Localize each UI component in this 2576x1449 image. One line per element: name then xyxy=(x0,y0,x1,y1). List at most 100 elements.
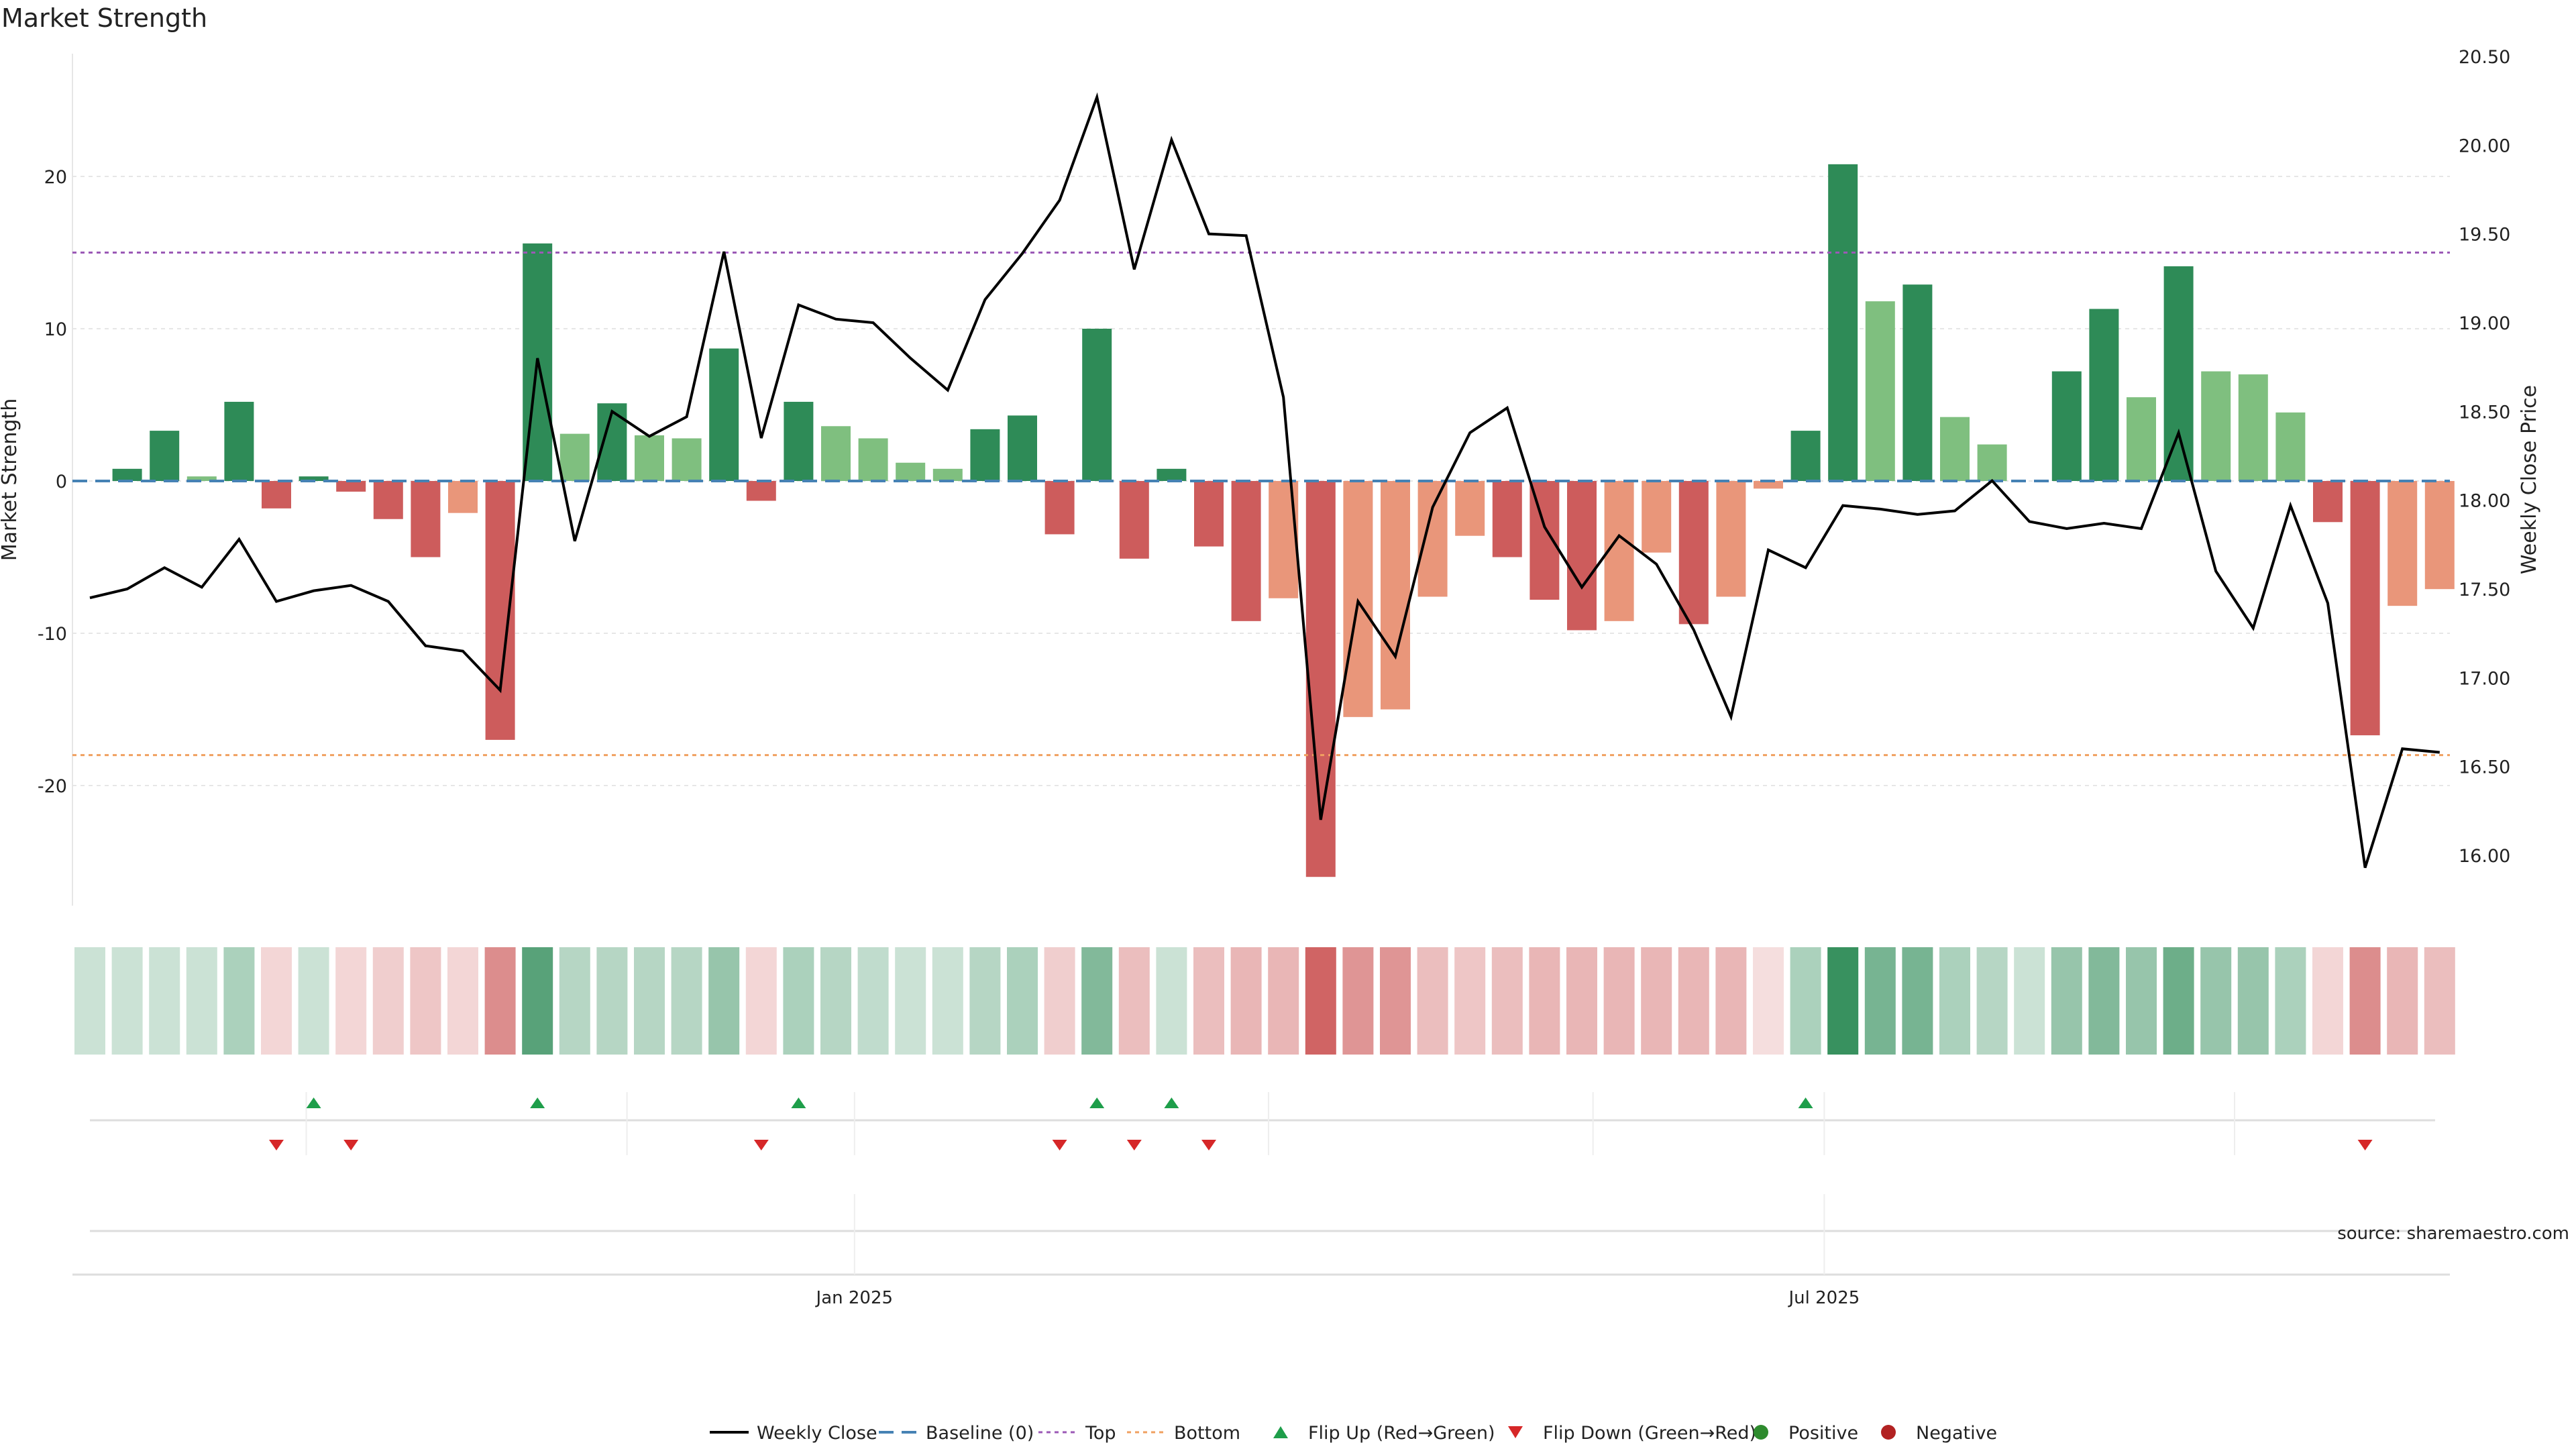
strength-bar xyxy=(1642,481,1672,553)
x-tick-label: Jul 2025 xyxy=(1787,1288,1860,1308)
heatmap-cell xyxy=(745,947,777,1055)
strength-bar xyxy=(784,401,814,481)
strength-bar xyxy=(262,481,291,508)
x-tick-label: Jan 2025 xyxy=(815,1288,894,1308)
strength-bar xyxy=(1940,417,1970,481)
heatmap-cell xyxy=(1753,947,1784,1055)
strength-bar xyxy=(1678,481,1709,625)
strength-bar xyxy=(373,481,403,519)
flip-up-marker xyxy=(1164,1097,1179,1108)
strength-bar xyxy=(2201,371,2231,481)
heatmap-cell xyxy=(1939,947,1970,1055)
flip-down-marker xyxy=(1052,1140,1067,1150)
heatmap-cell xyxy=(261,947,292,1055)
flip-up-icon xyxy=(1273,1426,1288,1438)
heatmap-cell xyxy=(783,947,814,1055)
heatmap-cell xyxy=(1790,947,1821,1055)
legend-entry: Weekly Close xyxy=(710,1423,877,1444)
left-tick-label: -10 xyxy=(38,624,67,645)
strength-bar xyxy=(672,438,702,481)
flip-down-marker xyxy=(753,1140,769,1150)
heatmap-cell xyxy=(1118,947,1150,1055)
x-axis-ticks: Jan 2025 Jul 2025 xyxy=(815,1288,1860,1308)
heatmap-cell xyxy=(596,947,628,1055)
left-tick-label: 20 xyxy=(44,167,67,188)
heatmap-cell xyxy=(2051,947,2082,1055)
strength-bar xyxy=(709,348,739,481)
strength-bar xyxy=(858,438,888,481)
strength-bar xyxy=(896,462,926,481)
strength-bar xyxy=(485,481,515,740)
heatmap-cell xyxy=(1342,947,1374,1055)
heatmap-cell xyxy=(969,947,1001,1055)
legend-label: Bottom xyxy=(1174,1423,1240,1444)
heatmap-cell xyxy=(298,947,329,1055)
heatmap-cell xyxy=(2349,947,2381,1055)
left-tick-label: -20 xyxy=(38,776,67,797)
heatmap-cell xyxy=(2163,947,2194,1055)
flip-down-marker xyxy=(343,1140,359,1150)
legend-label: Flip Down (Green→Red) xyxy=(1543,1423,1756,1444)
heatmap-cell xyxy=(2275,947,2306,1055)
strength-heatmap xyxy=(74,947,2455,1055)
strength-bar xyxy=(821,426,851,481)
heatmap-cell xyxy=(2200,947,2232,1055)
right-tick-label: 18.00 xyxy=(2459,491,2510,512)
heatmap-cell xyxy=(634,947,665,1055)
main-panel: -20 -10 0 10 20 16.00 16.50 17.00 17.50 18.00 18.… xyxy=(0,47,2541,906)
weekly-close-line xyxy=(89,92,2440,869)
strength-bar xyxy=(2163,266,2194,481)
flip-markers xyxy=(269,1097,2373,1150)
strength-bar xyxy=(1343,481,1373,717)
flip-up-marker xyxy=(306,1097,321,1108)
right-tick-label: 19.50 xyxy=(2459,225,2510,246)
heatmap-cell xyxy=(1603,947,1635,1055)
heatmap-cell xyxy=(1678,947,1709,1055)
chart-title: Market Strength xyxy=(1,3,207,33)
legend-label: Baseline (0) xyxy=(926,1423,1034,1444)
strength-bar xyxy=(1716,481,1746,597)
legend: Weekly Close Baseline (0) Top Bottom Flip Up… xyxy=(710,1423,1997,1444)
heatmap-cell xyxy=(1715,947,1747,1055)
right-tick-label: 20.50 xyxy=(2459,47,2510,68)
legend-label: Weekly Close xyxy=(757,1423,877,1444)
strength-bar xyxy=(635,435,664,481)
date-panel-gridlines xyxy=(853,1194,1825,1275)
strength-bar xyxy=(1194,481,1224,547)
right-tick-label: 17.50 xyxy=(2459,580,2510,600)
heatmap-cell xyxy=(1007,947,1038,1055)
strength-bar xyxy=(1044,481,1075,535)
right-tick-label: 18.50 xyxy=(2459,402,2510,423)
left-tick-label: 10 xyxy=(44,319,67,340)
flip-down-marker xyxy=(1126,1140,1142,1150)
strength-bar xyxy=(1008,415,1037,481)
legend-label: Positive xyxy=(1788,1423,1858,1444)
strength-bar xyxy=(1977,444,2007,481)
heatmap-cell xyxy=(708,947,740,1055)
heatmap-cell xyxy=(1193,947,1224,1055)
heatmap-cell xyxy=(1044,947,1075,1055)
heatmap-cell xyxy=(1454,947,1486,1055)
heatmap-cell xyxy=(1305,947,1336,1055)
flip-markers-panel xyxy=(90,1092,2435,1155)
heatmap-cell xyxy=(111,947,143,1055)
strength-bar xyxy=(150,431,180,481)
right-tick-label: 17.00 xyxy=(2459,668,2510,689)
legend-entry: Bottom xyxy=(1127,1423,1240,1444)
strength-bar xyxy=(1269,481,1299,598)
right-tick-label: 20.00 xyxy=(2459,136,2510,156)
heatmap-cell xyxy=(2387,947,2418,1055)
strength-bars xyxy=(112,164,2455,877)
heatmap-cell xyxy=(857,947,889,1055)
flip-up-marker xyxy=(791,1097,806,1108)
strength-bar xyxy=(336,481,366,492)
heatmap-cell xyxy=(671,947,702,1055)
strength-bar xyxy=(186,476,217,481)
heatmap-cell xyxy=(2014,947,2045,1055)
strength-bar xyxy=(559,433,590,481)
strength-bar xyxy=(2051,371,2082,481)
strength-bar xyxy=(1828,164,1858,481)
heatmap-cell xyxy=(559,947,590,1055)
strength-bar xyxy=(1790,431,1821,481)
